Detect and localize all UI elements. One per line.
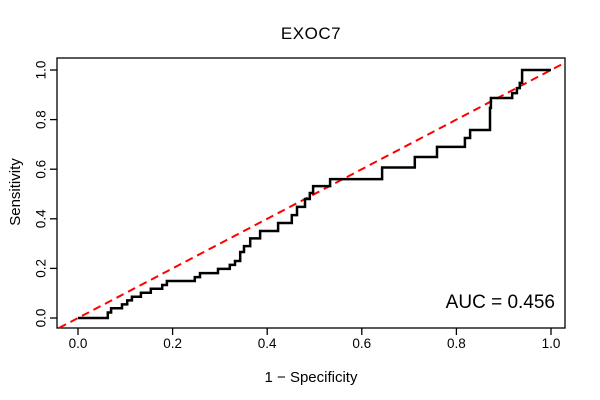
x-tick-label: 0.0 [69, 336, 88, 351]
x-tick-label: 0.8 [447, 336, 466, 351]
y-tick-label: 0.6 [34, 160, 49, 179]
y-tick-label: 0.2 [34, 259, 49, 278]
x-tick-label: 0.6 [352, 336, 371, 351]
chart-title: EXOC7 [280, 24, 342, 43]
y-tick-label: 1.0 [34, 61, 49, 80]
y-tick-label: 0.0 [34, 309, 49, 328]
x-tick-label: 0.4 [258, 336, 277, 351]
roc-curve [78, 68, 551, 320]
x-axis-title: 1 − Specificity [264, 369, 358, 386]
auc-value-label: AUC = 0.456 [445, 292, 555, 313]
x-tick-label: 0.2 [163, 336, 182, 351]
y-tick-label: 0.4 [34, 209, 49, 228]
y-tick-label: 0.8 [34, 110, 49, 129]
x-tick-label: 1.0 [542, 336, 561, 351]
plot-box [56, 57, 566, 329]
chance-diagonal-line [58, 61, 566, 329]
